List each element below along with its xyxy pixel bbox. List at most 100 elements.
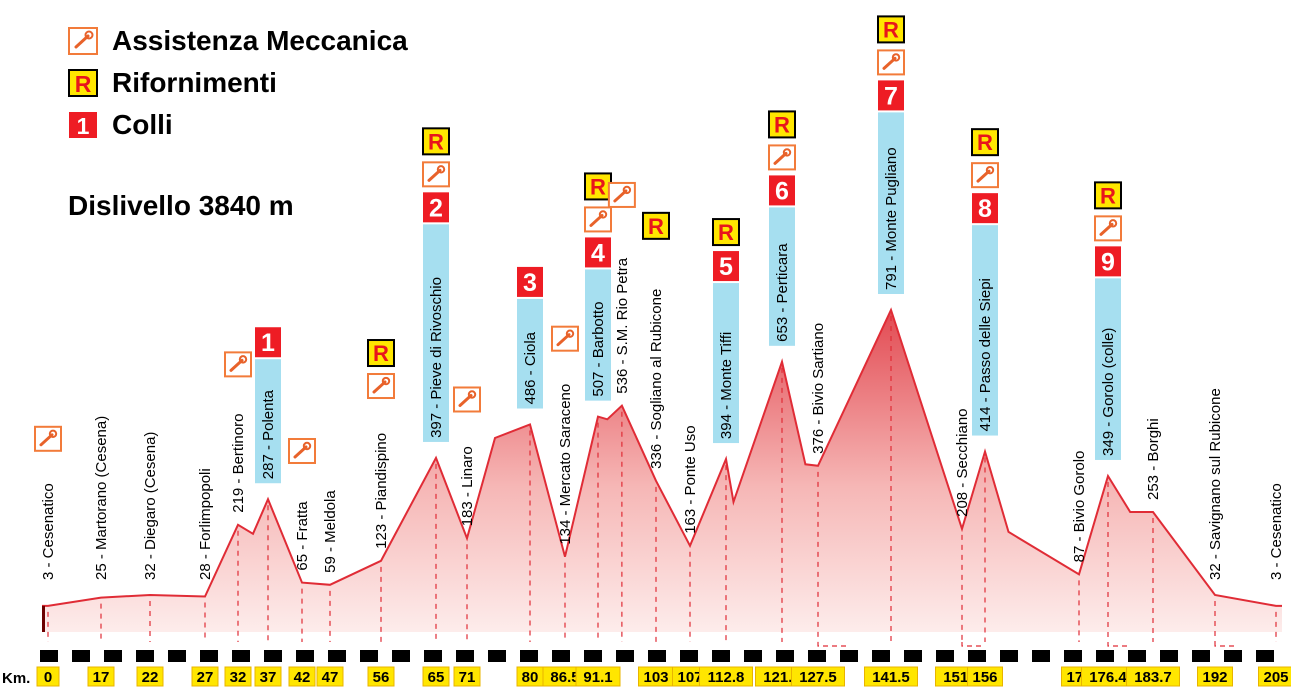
drop-hook: [1107, 642, 1130, 647]
place-label: 376 - Bivio Sartiano: [810, 323, 827, 454]
km-tick-label: 107: [672, 666, 708, 687]
km-tick-label: 192: [1197, 666, 1233, 687]
svg-text:80: 80: [522, 669, 539, 686]
svg-text:1: 1: [77, 113, 90, 139]
km-ruler-segment: [904, 650, 922, 662]
col-label-box: [585, 269, 611, 401]
col-label-box: [1095, 278, 1121, 460]
place-label: 208 - Secchiano: [954, 408, 971, 516]
svg-text:205: 205: [1263, 669, 1288, 686]
col-number-badge: 9: [1095, 246, 1121, 277]
svg-text:1: 1: [261, 329, 275, 357]
place-label: 134 - Mercato Saraceno: [557, 384, 574, 545]
svg-text:R: R: [590, 174, 606, 199]
col-label-box: [255, 359, 281, 484]
place-label: 183 - Linaro: [459, 446, 476, 526]
km-tick-label: 141.5: [864, 666, 918, 687]
svg-text:R: R: [718, 220, 734, 245]
km-ruler-segment: [136, 650, 154, 662]
km-ruler-segment: [648, 650, 666, 662]
refuel-icon: R: [367, 339, 395, 368]
svg-text:R: R: [977, 130, 993, 155]
place-label: 486 - Ciola: [522, 331, 539, 404]
svg-text:R: R: [648, 214, 664, 239]
col-number-badge: 7: [878, 80, 904, 111]
km-tick-label: 47: [316, 666, 344, 687]
wrench-icon: [607, 181, 636, 208]
wrench-icon: [584, 206, 612, 233]
svg-text:176.4: 176.4: [1089, 669, 1127, 686]
place-label: 219 - Bertinoro: [230, 414, 247, 513]
km-tick-label: 56: [367, 666, 395, 687]
wrench-icon: [551, 325, 579, 352]
place-label: 87 - Bivio Gorolo: [1071, 451, 1088, 563]
place-label: 123 - Piandispino: [373, 433, 390, 549]
km-tick-label: 0: [36, 666, 60, 687]
place-label: 507 - Barbotto: [590, 302, 607, 397]
legend-service-label: Assistenza Meccanica: [112, 25, 408, 56]
refuel-icon: R: [584, 172, 612, 201]
col-number-badge: 6: [769, 175, 795, 206]
legend-refuel-row: R Rifornimenti: [68, 67, 277, 99]
profile-start-edge: [42, 605, 45, 632]
svg-text:R: R: [1100, 183, 1116, 208]
place-label: 397 - Pieve di Rivoschio: [428, 277, 445, 438]
wrench-icon: [1094, 215, 1122, 242]
km-ruler-segment: [200, 650, 218, 662]
col-number-icon: 1: [69, 112, 97, 139]
wrench-icon: [224, 351, 252, 378]
col-number-badge: 2: [423, 192, 449, 223]
place-label: 28 - Forlimpopoli: [197, 468, 214, 580]
place-label: 336 - Sogliano al Rubicone: [648, 289, 665, 469]
svg-text:156: 156: [972, 669, 997, 686]
col-number-badge: 3: [517, 266, 543, 297]
km-tick-label: 17: [87, 666, 115, 687]
refuel-icon: R: [1094, 181, 1122, 210]
km-ruler-segment: [1256, 650, 1274, 662]
place-label: 3 - Cesenatico: [1268, 483, 1285, 580]
km-tick-label: 183.7: [1126, 666, 1180, 687]
svg-text:0: 0: [44, 669, 52, 686]
wrench-icon: [288, 437, 316, 464]
refuel-icon: R: [642, 211, 670, 240]
svg-text:5: 5: [719, 253, 733, 281]
svg-text:R: R: [883, 17, 899, 42]
profile-area: [42, 310, 1282, 632]
svg-text:32: 32: [230, 669, 247, 686]
km-ruler-segment: [1000, 650, 1018, 662]
svg-text:42: 42: [294, 669, 311, 686]
km-ruler-segment: [872, 650, 890, 662]
svg-text:R: R: [774, 112, 790, 137]
km-tick-label: 22: [136, 666, 164, 687]
km-ruler-segment: [520, 650, 538, 662]
place-label: 414 - Passo delle Siepi: [977, 278, 994, 431]
legend-refuel-label: Rifornimenti: [112, 67, 277, 98]
km-axis-prefix: Km.: [2, 670, 30, 687]
svg-text:22: 22: [142, 669, 159, 686]
svg-text:R: R: [373, 341, 389, 366]
col-number-badge: 5: [713, 251, 739, 282]
km-ruler-segment: [1224, 650, 1242, 662]
place-label: 536 - S.M. Rio Petra: [614, 257, 631, 394]
km-ruler-segment: [360, 650, 378, 662]
km-ruler-segment: [584, 650, 602, 662]
km-ruler-segment: [296, 650, 314, 662]
km-ruler-segment: [488, 650, 506, 662]
km-ruler-segment: [1192, 650, 1210, 662]
km-ruler-segment: [840, 650, 858, 662]
wrench-icon: [34, 425, 62, 452]
svg-text:192: 192: [1202, 669, 1227, 686]
drop-hook: [961, 642, 985, 647]
wrench-icon: [68, 27, 98, 55]
km-tick-label: 27: [191, 666, 219, 687]
col-label-box: [878, 112, 904, 295]
km-tick-label: 91.1: [575, 666, 621, 687]
col-label-box: [769, 207, 795, 346]
refuel-icon: R: [422, 127, 450, 156]
km-ruler-segment: [72, 650, 90, 662]
place-label: 3 - Cesenatico: [40, 483, 57, 580]
svg-text:47: 47: [322, 669, 339, 686]
km-ruler-segment: [1096, 650, 1114, 662]
svg-text:183.7: 183.7: [1134, 669, 1172, 686]
